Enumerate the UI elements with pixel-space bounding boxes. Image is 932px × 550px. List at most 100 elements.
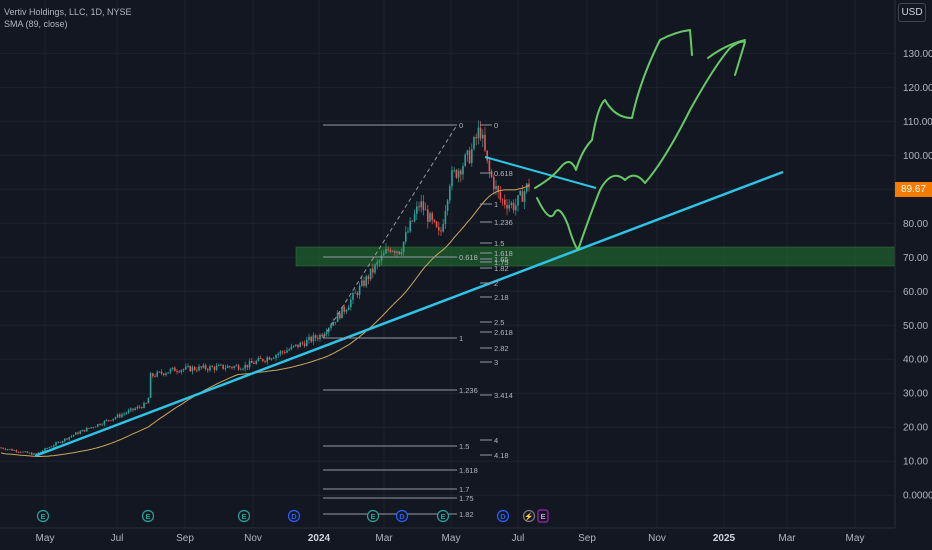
candle-body <box>446 200 449 211</box>
candle-body <box>523 191 526 202</box>
indicator-label[interactable]: SMA (89, close) <box>4 19 68 29</box>
candle-body <box>198 366 200 371</box>
rising-trendline[interactable] <box>34 170 784 458</box>
candle-body <box>512 202 515 211</box>
candle-body <box>460 170 462 175</box>
candle-body <box>143 402 145 409</box>
earnings-marker[interactable]: E <box>537 509 549 523</box>
candle-body <box>0 447 2 449</box>
price-tick-label: 20.00 <box>903 423 928 434</box>
price-tick-label: 110.00 <box>903 117 932 128</box>
projection-drawing[interactable] <box>534 29 746 251</box>
candle-body <box>97 424 99 427</box>
candle-body <box>134 408 136 410</box>
candle-body <box>290 346 293 350</box>
candle-body <box>33 453 35 455</box>
candle-body <box>189 365 191 372</box>
candle-body <box>202 365 205 368</box>
earnings-marker[interactable]: E <box>141 509 155 523</box>
candle-body <box>341 306 343 319</box>
candle-body <box>501 199 504 201</box>
earnings-marker[interactable]: E <box>36 509 50 523</box>
time-tick-label: 2024 <box>308 533 331 544</box>
candle-body <box>479 127 482 139</box>
candle-body <box>306 339 308 347</box>
candle-body <box>345 309 348 312</box>
time-axis[interactable]: May Jul Sep Nov 2024 Mar May Jul Sep Nov 2025 Mar Ma… <box>36 533 865 544</box>
projection-path-lower <box>536 40 746 251</box>
price-tick-label: 70.00 <box>903 253 928 264</box>
candle-body <box>317 338 319 340</box>
earnings-marker[interactable]: E <box>366 509 380 523</box>
candle-body <box>308 336 310 340</box>
candle-body <box>431 213 433 220</box>
fib-level-label: 1.75 <box>494 258 509 267</box>
candle-body <box>233 366 235 368</box>
candle-body <box>90 427 92 429</box>
candle-body <box>229 366 231 368</box>
candle-body <box>81 429 84 432</box>
candle-body <box>257 357 260 361</box>
candle-body <box>138 406 141 408</box>
candle-body <box>77 432 79 434</box>
fib-extension-left[interactable]: 0 0.618 1 1.236 1.5 1.618 1.71.75 1.82 <box>323 121 478 519</box>
candle-body <box>200 366 202 368</box>
earnings-marker[interactable]: E <box>436 509 450 523</box>
dividend-marker[interactable]: D <box>395 509 409 523</box>
candle-body <box>215 365 218 370</box>
candle-body <box>171 367 174 370</box>
fib-level-label: 2.618 <box>494 328 513 337</box>
falling-trendline[interactable] <box>484 156 597 189</box>
time-tick-label: May <box>36 533 55 544</box>
dividend-marker[interactable]: D <box>287 509 301 523</box>
candle-body <box>462 166 464 175</box>
candle-body <box>409 220 411 232</box>
candle-body <box>59 441 62 443</box>
fib-level-label: 2.5 <box>494 318 504 327</box>
candle-body <box>314 335 317 339</box>
candle-body <box>352 292 354 300</box>
candle-body <box>185 366 187 370</box>
candle-body <box>42 450 44 452</box>
candle-body <box>213 366 216 370</box>
time-tick-label: Sep <box>176 533 194 544</box>
fib-level-label: 3.414 <box>494 391 513 400</box>
time-tick-label: Mar <box>375 533 393 544</box>
candle-body <box>237 365 240 370</box>
earnings-marker[interactable]: E <box>237 509 251 523</box>
candle-body <box>218 364 220 366</box>
candle-body <box>508 205 510 209</box>
candle-body <box>22 451 24 453</box>
candle-body <box>301 342 304 344</box>
candle-body <box>112 418 114 421</box>
candle-body <box>319 334 321 340</box>
candle-body <box>457 170 460 178</box>
candle-body <box>156 371 158 377</box>
candle-body <box>108 419 110 421</box>
candle-body <box>387 249 389 250</box>
price-axis[interactable]: 130.00120.00110.00100.0090.0080.0070.006… <box>903 49 932 502</box>
dividend-marker[interactable]: D <box>496 509 510 523</box>
currency-button[interactable]: USD <box>898 3 926 22</box>
candle-body <box>468 150 471 164</box>
price-tick-label: 30.00 <box>903 389 928 400</box>
candle-body <box>380 255 383 261</box>
candle-body <box>429 213 431 222</box>
candle-body <box>354 292 356 294</box>
time-tick-label: Jul <box>111 533 124 544</box>
candle-body <box>196 369 198 371</box>
candle-body <box>226 366 229 368</box>
event-markers[interactable]: E E E D E D E D ⚡ E <box>36 509 549 523</box>
candle-body <box>299 342 301 348</box>
candle-body <box>178 371 180 373</box>
candle-body <box>127 410 130 413</box>
candle-body <box>517 195 519 206</box>
candle-body <box>147 397 150 404</box>
symbol-title[interactable]: Vertiv Holdings, LLC, 1D, NYSE <box>4 7 132 17</box>
candle-body <box>17 451 20 453</box>
split-marker[interactable]: ⚡ <box>522 509 536 523</box>
candle-body <box>50 446 53 448</box>
